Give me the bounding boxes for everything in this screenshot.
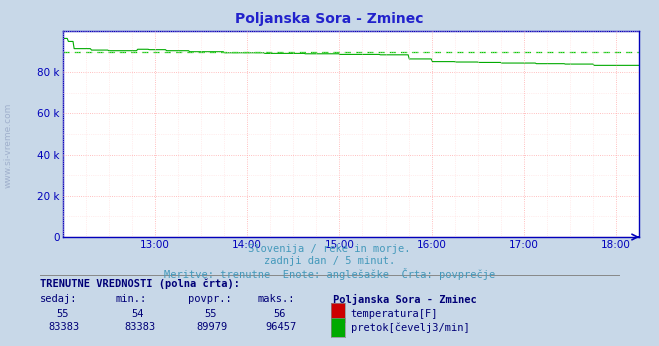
Text: 89979: 89979 — [196, 322, 227, 333]
Text: 96457: 96457 — [266, 322, 297, 333]
Text: min.:: min.: — [115, 294, 146, 304]
Text: 55: 55 — [56, 309, 69, 319]
Text: temperatura[F]: temperatura[F] — [351, 309, 438, 319]
Text: www.si-vreme.com: www.si-vreme.com — [4, 103, 13, 188]
Text: pretok[čevelj3/min]: pretok[čevelj3/min] — [351, 322, 469, 333]
Text: 54: 54 — [132, 309, 144, 319]
Text: TRENUTNE VREDNOSTI (polna črta):: TRENUTNE VREDNOSTI (polna črta): — [40, 279, 239, 289]
Text: 83383: 83383 — [124, 322, 155, 333]
Text: povpr.:: povpr.: — [188, 294, 231, 304]
Text: 55: 55 — [204, 309, 217, 319]
Text: Poljanska Sora - Zminec: Poljanska Sora - Zminec — [235, 12, 424, 26]
Text: sedaj:: sedaj: — [40, 294, 77, 304]
Text: zadnji dan / 5 minut.: zadnji dan / 5 minut. — [264, 256, 395, 266]
Text: Slovenija / reke in morje.: Slovenija / reke in morje. — [248, 244, 411, 254]
Text: 83383: 83383 — [48, 322, 79, 333]
Text: 56: 56 — [273, 309, 286, 319]
Text: Meritve: trenutne  Enote: anglešaške  Črta: povprečje: Meritve: trenutne Enote: anglešaške Črta… — [164, 268, 495, 280]
Text: Poljanska Sora - Zminec: Poljanska Sora - Zminec — [333, 294, 476, 305]
Text: maks.:: maks.: — [257, 294, 295, 304]
